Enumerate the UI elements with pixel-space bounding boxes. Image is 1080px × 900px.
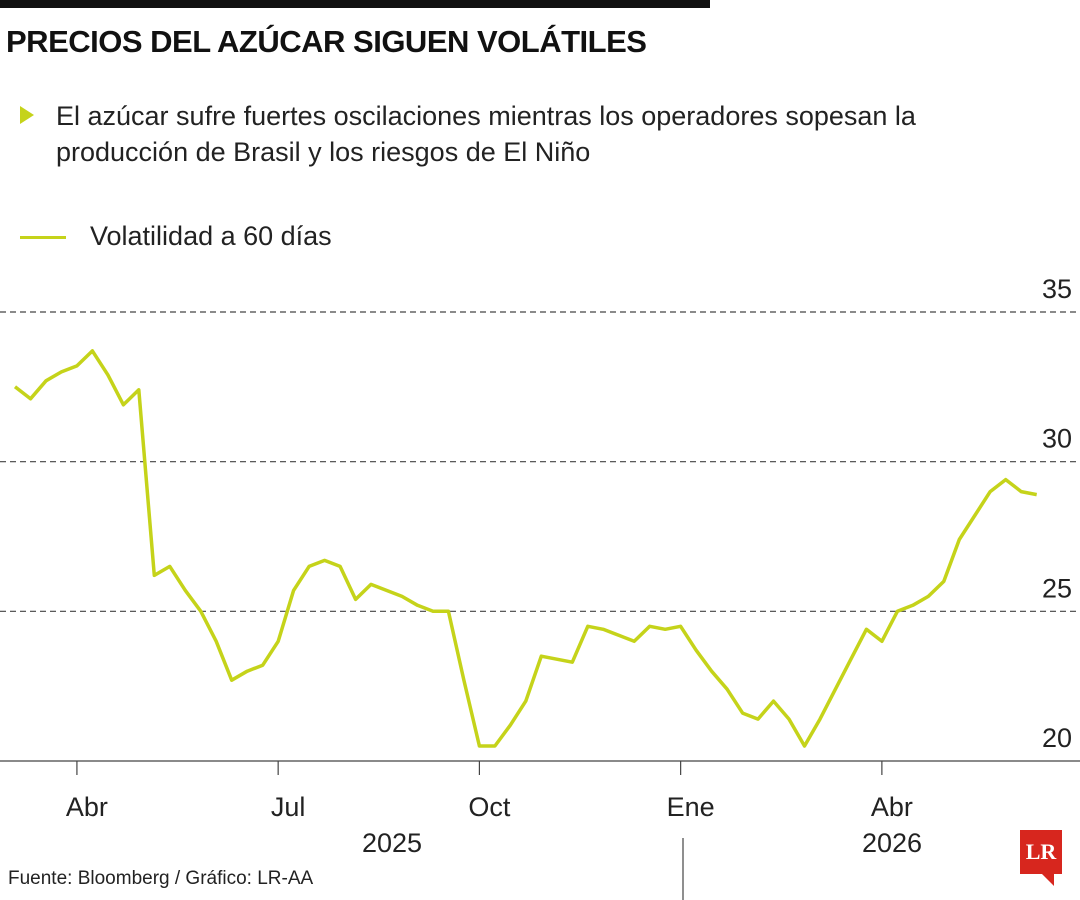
x-tick-label: Ene — [667, 792, 715, 822]
bullet — [20, 106, 34, 124]
year-label: 2026 — [862, 828, 922, 858]
x-tick-label: Abr — [871, 792, 913, 822]
x-tick-label: Abr — [66, 792, 108, 822]
logo-tail — [1042, 874, 1054, 886]
legend-label: Volatilidad a 60 días — [90, 221, 332, 251]
y-tick-label: 20 — [1042, 723, 1072, 753]
line-series — [13, 349, 1038, 748]
subtitle: El azúcar sufre fuertes oscilaciones mie… — [56, 101, 916, 167]
source: Fuente: Bloomberg / Gráfico: LR-AA — [8, 868, 314, 889]
year-label: 2025 — [362, 828, 422, 858]
top-bar — [0, 0, 710, 8]
logo: LR — [1020, 830, 1062, 874]
y-tick-label: 35 — [1042, 274, 1072, 304]
chart-title: PRECIOS DEL AZÚCAR SIGUEN VOLÁTILES — [6, 24, 647, 59]
y-tick-label: 25 — [1042, 573, 1072, 603]
y-tick-label: 30 — [1042, 424, 1072, 454]
legend-swatch — [20, 236, 66, 239]
x-tick-label: Jul — [271, 792, 306, 822]
x-tick-label: Oct — [468, 792, 511, 822]
